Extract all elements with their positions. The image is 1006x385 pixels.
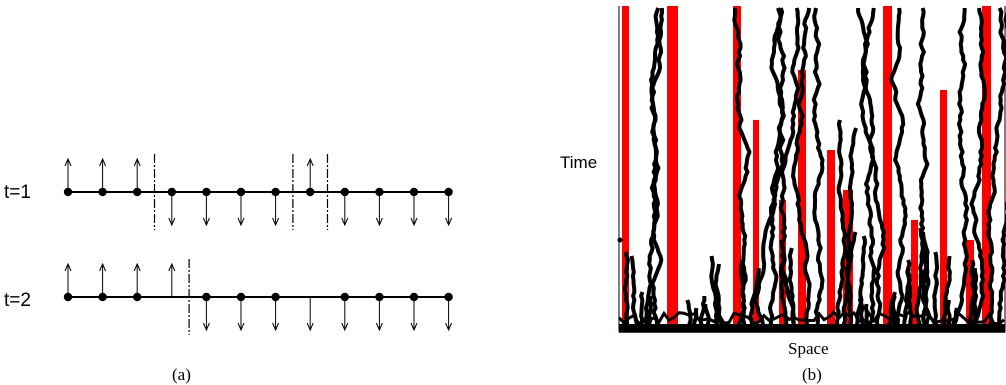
lattice-site [167,187,176,197]
spin-down-arrowhead [375,217,383,227]
frozen-domain-bar [622,6,629,332]
lattice-site [271,292,280,302]
frozen-domain-bar [911,220,918,332]
spin-up-arrowhead [133,157,141,167]
domain-wall-loop [738,259,748,333]
domain-wall-path [732,7,752,333]
domain-wall-path [791,7,812,333]
lattice-site [444,292,453,302]
lattice-site [271,187,280,197]
domain-wall-loop [932,251,940,333]
lattice-site [133,292,142,302]
row-label-t2: t=2 [4,290,31,311]
domain-wall-loop [906,267,914,333]
domain-wall-path [811,7,825,333]
spin-chain-row-t1 [63,154,453,230]
spin-up-arrowhead [133,262,141,272]
domain-wall-path [643,7,661,333]
spin-chain-row-t2 [63,259,453,335]
spin-down-arrowhead [272,217,280,227]
domain-wall-path [915,7,933,333]
domain-wall-path [997,12,1006,333]
domain-wall-loop [967,259,977,333]
spin-up-arrowhead [64,262,72,272]
spin-down-arrowhead [202,217,210,227]
domain-wall-path [856,8,887,333]
lattice-site [306,187,315,197]
spin-down-arrowhead [168,217,176,227]
lattice-site [98,187,107,197]
dense-wall-band-edge [617,310,1005,326]
lattice-site [409,292,419,302]
spin-down-arrowhead [237,217,245,227]
spin-up-arrowhead [99,262,107,272]
spin-down-arrowhead [341,217,349,227]
lattice-site [444,187,453,197]
frozen-domain-bar [827,150,835,332]
x-axis-label: Space [788,339,829,358]
spin-down-arrowhead [375,322,383,332]
dense-wall-band [619,324,1005,332]
panel-a-caption: (a) [172,365,191,384]
spin-down-arrowhead [445,217,453,227]
domain-wall-loop [713,263,725,333]
lattice-site [202,187,211,197]
domain-wall-loop [834,119,848,333]
lattice-site [375,187,384,197]
frozen-domain-bar [753,120,759,332]
lattice-site [375,292,384,302]
frozen-domain-bar [883,6,892,332]
panel-b-domain-wall-plot: Time Space (b) [560,6,1006,384]
lattice-site [409,187,419,197]
lattice-site [236,292,246,302]
axis-marker-dot [617,237,623,243]
domain-wall-loop [841,127,859,333]
spin-down-arrowhead [237,322,245,332]
lattice-site [236,187,246,197]
frozen-domain-bar [982,6,991,332]
frozen-domain-bar [733,6,741,332]
domain-wall-trajectories [617,7,1006,333]
spin-down-arrowhead [341,322,349,332]
frozen-domain-bar [667,6,678,332]
y-axis-label: Time [560,153,597,172]
panel-a-spin-chain-diagram: t=1 t=2 (a) [4,154,453,384]
spin-up-arrowhead [99,157,107,167]
lattice-site [63,187,73,197]
lattice-site [63,292,73,302]
frozen-domain-bar [940,90,947,332]
panel-b-caption: (b) [802,365,822,384]
lattice-site [340,292,349,302]
domain-wall-path [969,7,987,333]
frozen-domain-bar [798,70,806,332]
spin-down-arrowhead [202,322,210,332]
lattice-site [133,187,142,197]
spin-down-arrowhead [445,322,453,332]
spin-up-arrowhead [168,262,176,272]
lattice-site [340,187,349,197]
spin-down-arrowhead [410,322,418,332]
row-label-t1: t=1 [4,182,31,203]
domain-wall-path [649,7,665,333]
lattice-site [202,292,211,302]
domain-wall-path [778,7,801,333]
spin-down-arrowhead [306,322,314,332]
domain-wall-path [952,7,970,333]
spin-down-arrowhead [410,217,418,227]
domain-wall-path [889,7,908,333]
spin-up-arrowhead [64,157,72,167]
lattice-site [98,292,107,302]
spin-up-arrowhead [306,157,314,167]
spin-down-arrowhead [272,322,280,332]
domain-wall-path [753,7,787,333]
frozen-domain-bar [966,240,974,332]
